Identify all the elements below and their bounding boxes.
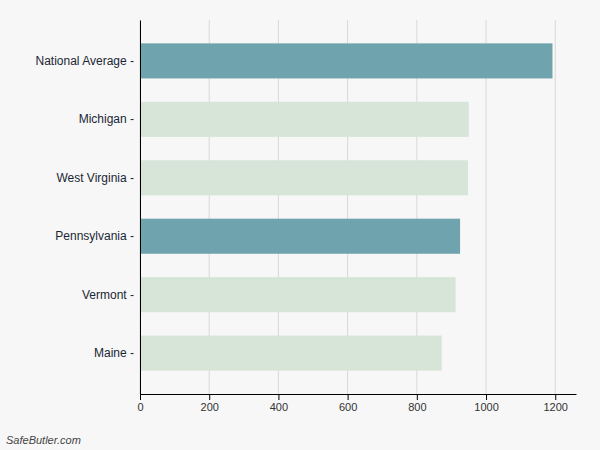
tick: 0 <box>137 394 143 413</box>
annotation: SafeButler.com <box>6 434 81 446</box>
grid <box>140 20 555 394</box>
tick: 400 <box>270 394 288 413</box>
bar <box>140 277 456 312</box>
tick-label: 200 <box>201 401 219 413</box>
tick: 1200 <box>543 394 567 413</box>
chart-svg: 0 200 400 600 800 1000 1200 National Average - M… <box>0 0 600 450</box>
value-axis: 0 200 400 600 800 1000 1200 <box>137 394 576 413</box>
category-label: Vermont - <box>82 287 134 301</box>
tick-mark <box>209 394 210 400</box>
grid-line <box>140 20 141 394</box>
tick-label: 1000 <box>474 401 498 413</box>
tick: Michigan - <box>79 112 134 126</box>
bar <box>140 219 460 254</box>
chart-container: 0 200 400 600 800 1000 1200 National Average - M… <box>0 0 600 450</box>
tick-mark <box>486 394 487 400</box>
tick-mark <box>555 394 556 400</box>
tick-mark <box>278 394 279 400</box>
tick-label: 800 <box>408 401 426 413</box>
category-label: National Average - <box>35 54 134 68</box>
tick: Pennsylvania - <box>55 229 134 243</box>
category-axis: National Average - Michigan - West Virgini… <box>35 21 140 395</box>
axis-line <box>140 21 141 395</box>
category-label: West Virginia - <box>56 171 134 185</box>
tick: 800 <box>408 394 426 413</box>
tick: Vermont - <box>82 287 134 301</box>
tick: 600 <box>339 394 357 413</box>
tick: Maine - <box>94 346 134 360</box>
tick: National Average - <box>35 54 134 68</box>
tick-label: 1200 <box>543 401 567 413</box>
bar <box>140 336 442 371</box>
grid-line <box>555 20 556 394</box>
bars <box>140 43 552 370</box>
category-label: Pennsylvania - <box>55 229 134 243</box>
tick: 200 <box>201 394 219 413</box>
tick: West Virginia - <box>56 171 134 185</box>
category-label: Michigan - <box>79 112 134 126</box>
bar <box>140 160 468 195</box>
tick-label: 400 <box>270 401 288 413</box>
plot-area: 0 200 400 600 800 1000 1200 National Average - M… <box>35 20 576 413</box>
tick-label: 600 <box>339 401 357 413</box>
axis-line <box>141 394 577 395</box>
tick-mark <box>348 394 349 400</box>
tick-mark <box>417 394 418 400</box>
tick-mark <box>140 394 141 400</box>
bar <box>140 102 469 137</box>
category-label: Maine - <box>94 346 134 360</box>
tick-label: 0 <box>137 401 143 413</box>
tick: 1000 <box>474 394 498 413</box>
bar <box>140 43 552 78</box>
